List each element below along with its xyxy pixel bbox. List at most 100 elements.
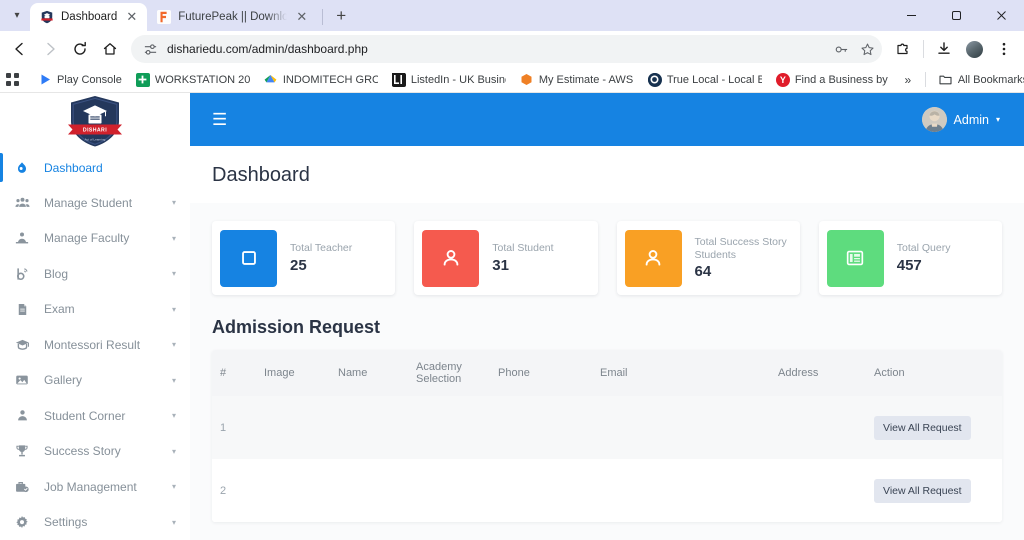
bookmark-item[interactable]: INDOMITECH GRO… <box>257 70 385 90</box>
tab-close-icon[interactable]: ✕ <box>126 9 138 24</box>
minimize-button[interactable] <box>889 0 934 31</box>
page-body: Total Teacher 25 Total Student <box>190 203 1024 540</box>
profile-avatar-icon[interactable] <box>960 35 988 63</box>
sidebar-item-label: Manage Faculty <box>44 231 130 246</box>
bookmark-item[interactable]: Play Console <box>31 70 129 90</box>
bookmarks-overflow-icon[interactable]: » <box>904 72 912 87</box>
svg-text:Act of Learning: Act of Learning <box>85 137 106 141</box>
password-key-icon[interactable] <box>832 40 850 58</box>
stat-card-text: Total Query 457 <box>897 242 951 273</box>
sidebar-item-job-management[interactable]: Job Management ▾ <box>0 469 190 504</box>
sidebar-item-label: Exam <box>44 302 75 317</box>
stat-card-tile <box>826 229 884 287</box>
briefcase-check-icon <box>0 480 44 494</box>
browser-tab-dashboard[interactable]: Dashboard ✕ <box>30 3 148 31</box>
user-icon <box>0 409 44 422</box>
bookmark-item[interactable]: WORKSTATION 202… <box>129 70 257 90</box>
view-all-request-button[interactable]: View All Request <box>874 478 971 503</box>
application-area: DISHARI Act of Learning Dashboard Manage… <box>0 93 1024 540</box>
back-button[interactable] <box>6 35 34 63</box>
bookmarks-overflow-area: » All Bookmarks <box>897 70 1024 90</box>
users-group-icon <box>0 195 44 210</box>
chevron-down-icon: ▾ <box>995 115 1000 124</box>
home-icon <box>103 43 117 55</box>
chevron-down-icon: ▾ <box>171 482 176 492</box>
star-icon[interactable] <box>858 40 876 58</box>
chevron-down-icon: ▾ <box>171 517 176 527</box>
sidebar-item-success-story[interactable]: Success Story ▾ <box>0 434 190 469</box>
cell-email <box>592 396 770 459</box>
graduation-cap-icon <box>0 337 44 352</box>
dishari-shield-icon <box>41 10 53 24</box>
sidebar-item-dashboard[interactable]: Dashboard <box>0 150 190 185</box>
browser-tab-futurepeak[interactable]: FuturePeak || Download Our Ap ✕ <box>147 3 317 31</box>
bookmark-item[interactable]: ListedIn - UK Busine… <box>385 70 513 90</box>
sidebar-item-student-corner[interactable]: Student Corner ▾ <box>0 398 190 433</box>
bookmark-item[interactable]: My Estimate - AWS… <box>513 70 641 90</box>
column-header-address: Address <box>770 350 866 396</box>
workstation-sheets-icon <box>135 72 150 87</box>
sidebar-item-manage-faculty[interactable]: Manage Faculty ▾ <box>0 221 190 256</box>
tab-title: Dashboard <box>61 11 118 23</box>
sidebar-item-settings[interactable]: Settings ▾ <box>0 504 190 539</box>
stat-card-total-student[interactable]: Total Student 31 <box>414 221 598 295</box>
bookmark-item[interactable]: True Local - Local B… <box>641 70 769 90</box>
chevron-down-icon: ▾ <box>14 9 20 21</box>
reload-button[interactable] <box>66 35 94 63</box>
logo-wrapper[interactable]: DISHARI Act of Learning <box>0 93 190 150</box>
trophy-icon <box>0 444 44 458</box>
stat-card-total-success-story-students[interactable]: Total Success Story Students 64 <box>616 221 800 295</box>
site-settings-icon[interactable] <box>141 40 159 58</box>
table-row[interactable]: 2 View All Request <box>212 459 1002 522</box>
stat-card-label: Total Teacher <box>290 242 353 255</box>
stat-cards: Total Teacher 25 Total Student <box>212 221 1002 295</box>
hamburger-icon[interactable]: ☰ <box>212 110 228 129</box>
tab-search-button[interactable]: ▾ <box>4 2 30 28</box>
table-row[interactable]: 1 View All Request <box>212 396 1002 459</box>
extensions-puzzle-icon[interactable] <box>889 35 917 63</box>
bookmark-item[interactable]: Y Find a Business by C… <box>769 70 897 90</box>
cell-email <box>592 459 770 522</box>
cell-number: 1 <box>212 396 256 459</box>
stat-card-total-teacher[interactable]: Total Teacher 25 <box>212 221 396 295</box>
dishari-logo: DISHARI Act of Learning <box>68 95 122 147</box>
sidebar-item-gallery[interactable]: Gallery ▾ <box>0 363 190 398</box>
tab-close-icon[interactable]: ✕ <box>296 9 308 24</box>
home-button[interactable] <box>96 35 124 63</box>
download-icon[interactable] <box>930 35 958 63</box>
sidebar-item-manage-student[interactable]: Manage Student ▾ <box>0 185 190 220</box>
tab-strip: ▾ Dashboard ✕ FuturePeak || Download Our… <box>0 0 1024 31</box>
view-all-request-button[interactable]: View All Request <box>874 415 971 440</box>
new-tab-button[interactable]: + <box>336 6 347 25</box>
chevron-down-icon: ▾ <box>171 304 176 314</box>
column-header-action: Action <box>866 350 1002 396</box>
bookmark-label: ListedIn - UK Busine… <box>410 73 506 86</box>
maximize-button[interactable] <box>934 0 979 31</box>
chevron-down-icon: ▾ <box>171 411 176 421</box>
window-controls <box>889 0 1024 31</box>
column-header-name: Name <box>330 350 408 396</box>
stat-card-tile <box>422 229 480 287</box>
address-bar[interactable]: dishariedu.com/admin/dashboard.php <box>131 35 882 63</box>
sidebar-item-montessori-result[interactable]: Montessori Result ▾ <box>0 327 190 362</box>
dashboard-icon <box>0 161 44 175</box>
admin-user-menu[interactable]: Admin ▾ <box>921 107 1000 132</box>
stat-card-total-query[interactable]: Total Query 457 <box>818 221 1002 295</box>
apps-grid-icon[interactable] <box>6 70 19 90</box>
sidebar-item-label: Dashboard <box>44 160 103 175</box>
sidebar-item-exam[interactable]: Exam ▾ <box>0 292 190 327</box>
cell-phone <box>490 396 592 459</box>
sidebar-item-blog[interactable]: Blog ▾ <box>0 256 190 291</box>
all-bookmarks-button[interactable]: All Bookmarks <box>932 70 1024 90</box>
forward-button[interactable] <box>36 35 64 63</box>
cell-action: View All Request <box>866 459 1002 522</box>
all-bookmarks-label: All Bookmarks <box>957 73 1024 86</box>
page-title: Dashboard <box>212 164 310 186</box>
bookmark-label: WORKSTATION 202… <box>154 73 250 86</box>
close-button[interactable] <box>979 0 1024 31</box>
three-dot-menu-icon[interactable] <box>990 35 1018 63</box>
browser-toolbar: dishariedu.com/admin/dashboard.php <box>0 31 1024 67</box>
arrow-right-icon <box>47 42 55 56</box>
app-topbar: ☰ Admin ▾ <box>190 93 1024 146</box>
